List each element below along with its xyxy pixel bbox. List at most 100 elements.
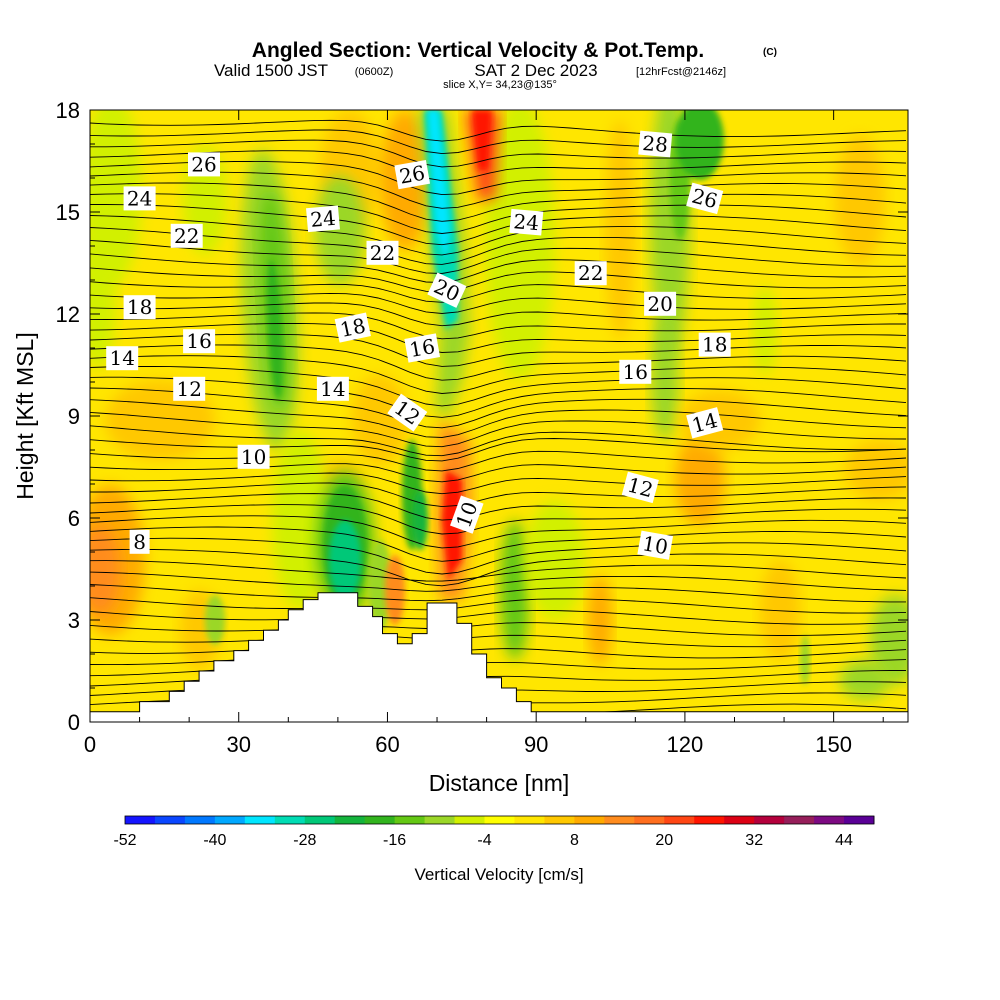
theta-contours (90, 119, 907, 719)
contour-label-box (621, 471, 659, 504)
velocity-region (368, 540, 392, 630)
colorbar-swatch (634, 816, 665, 824)
theta-contour (90, 333, 907, 367)
colorbar-swatch (484, 816, 515, 824)
velocity-region (329, 520, 361, 600)
y-tick-label: 3 (68, 608, 80, 633)
theta-contour (90, 560, 907, 582)
theta-contour (90, 253, 907, 284)
contour-label-text: 20 (647, 292, 672, 316)
x-tick-label: 60 (375, 732, 399, 757)
y-tick-label: 12 (56, 302, 80, 327)
theta-contour (90, 344, 907, 381)
terrain-outline (90, 592, 908, 722)
contour-label-text: 26 (398, 161, 427, 189)
theta-contour (90, 281, 907, 303)
contour-label: 22 (170, 223, 203, 248)
contour-label-box (106, 346, 139, 371)
colorbar-swatch (274, 816, 306, 824)
velocity-region (840, 660, 890, 700)
x-tick-label: 150 (815, 732, 852, 757)
y-tick-label: 0 (68, 710, 80, 735)
velocity-region (485, 110, 555, 380)
contour-label: 28 (638, 130, 673, 158)
contour-label-box (306, 205, 340, 233)
contour-label: 22 (574, 261, 607, 286)
theta-contour (90, 376, 907, 418)
colorbar-swatch (814, 816, 845, 824)
title-main: Angled Section: Vertical Velocity & Pot.… (252, 39, 704, 62)
theta-contour (90, 504, 907, 535)
contour-label-text: 14 (320, 377, 345, 401)
contour-label-text: 26 (191, 152, 216, 176)
theta-contour (90, 609, 907, 625)
contour-label: 14 (316, 376, 349, 401)
velocity-region (588, 575, 612, 665)
colorbar-swatch (454, 816, 486, 824)
contour-label: 24 (306, 205, 340, 233)
plot-area: 2624221816141210824221814161226201024222… (90, 110, 908, 722)
velocity-region (800, 635, 810, 685)
contour-label-text: 10 (241, 445, 266, 469)
contour-label-text: 18 (127, 295, 152, 319)
theta-contour (90, 493, 907, 521)
colorbar-tick-label: -4 (477, 832, 491, 849)
velocity-band (428, 110, 450, 260)
contour-label: 26 (188, 152, 220, 177)
theta-contour (90, 267, 907, 293)
theta-contour (90, 548, 907, 587)
contour-label-text: 24 (127, 186, 152, 210)
contour-label-text: 8 (133, 530, 146, 554)
theta-contour (90, 171, 907, 209)
contour-label-text: 16 (623, 360, 648, 384)
velocity-region (845, 440, 908, 500)
theta-contour (90, 182, 907, 222)
y-axis-label: Height [Kft MSL] (12, 332, 38, 499)
contour-label: 24 (509, 208, 544, 236)
theta-contour (90, 482, 907, 508)
contour-label-text: 28 (641, 131, 668, 157)
theta-contour (90, 215, 907, 256)
velocity-region (500, 520, 530, 660)
contour-label-box (686, 407, 724, 439)
colorbar-label: Vertical Velocity [cm/s] (414, 865, 583, 884)
colorbar-swatch (214, 816, 246, 824)
theta-contour (90, 450, 907, 472)
theta-contour (90, 129, 907, 155)
theta-contour (90, 526, 907, 562)
chart-subtitle: Valid 1500 JST (0600Z) SAT 2 Dec 2023 [1… (214, 61, 726, 80)
colorbar-swatch (694, 816, 725, 824)
contour-label: 10 (637, 530, 674, 560)
y-tick-label: 18 (56, 98, 80, 123)
colorbar-swatch (664, 816, 695, 824)
contour-label-box (237, 444, 270, 469)
colorbar-swatch (334, 816, 366, 824)
subtitle-date: SAT 2 Dec 2023 (474, 61, 597, 80)
theta-contour (90, 239, 907, 274)
contour-label-box (619, 359, 652, 384)
contour-label: 20 (644, 291, 677, 316)
velocity-region (412, 490, 428, 550)
velocity-region (605, 120, 635, 340)
colorbar-swatch (125, 816, 156, 824)
subtitle-zulu: (0600Z) (355, 66, 394, 78)
contour-label-box (574, 261, 607, 286)
velocity-region (675, 435, 725, 525)
theta-contour (90, 292, 907, 314)
theta-contour (90, 227, 907, 265)
contour-label: 12 (173, 376, 206, 401)
contour-label-box (394, 160, 431, 190)
contour-label: 22 (366, 240, 399, 265)
y-axis: 0 3 6 9 12 15 18 (56, 98, 908, 735)
title-copyright: (C) (763, 47, 777, 58)
colorbar-tick-label: -52 (113, 832, 136, 849)
contour-label-box (509, 208, 544, 236)
contour-label: 26 (686, 182, 724, 215)
velocity-field-shading (90, 110, 908, 700)
contour-label: 18 (334, 312, 371, 343)
colorbar-tick-label: -28 (293, 832, 316, 849)
contour-label-text: 16 (408, 334, 437, 362)
colorbar-swatch (514, 816, 545, 824)
contour-label-box (644, 291, 677, 316)
